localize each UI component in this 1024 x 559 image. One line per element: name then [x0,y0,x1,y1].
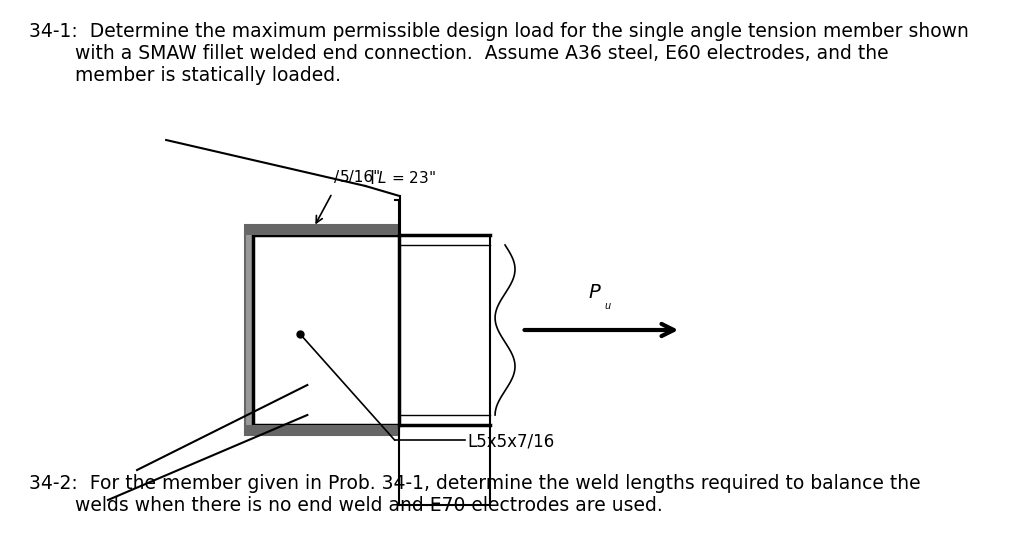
Text: welds when there is no end weld and E70 electrodes are used.: welds when there is no end weld and E70 … [75,496,663,515]
Text: |: | [369,170,374,184]
Bar [253,235,398,425]
Bar [245,425,398,435]
Text: 5/16": 5/16" [340,170,381,185]
Text: $P$: $P$ [588,283,602,302]
Text: /: / [334,170,339,185]
Text: $L$ = 23": $L$ = 23" [373,170,436,186]
Bar [245,225,398,235]
Text: 34-1:  Determine the maximum permissible design load for the single angle tensio: 34-1: Determine the maximum permissible … [29,22,969,41]
Text: member is statically loaded.: member is statically loaded. [75,66,341,85]
Text: 34-2:  For the member given in Prob. 34-1, determine the weld lengths required t: 34-2: For the member given in Prob. 34-1… [29,474,921,493]
Bar [245,225,398,435]
Text: $_u$: $_u$ [604,298,611,312]
Text: with a SMAW fillet welded end connection.  Assume A36 steel, E60 electrodes, and: with a SMAW fillet welded end connection… [75,44,889,63]
Text: L5x5x7/16: L5x5x7/16 [468,433,555,451]
